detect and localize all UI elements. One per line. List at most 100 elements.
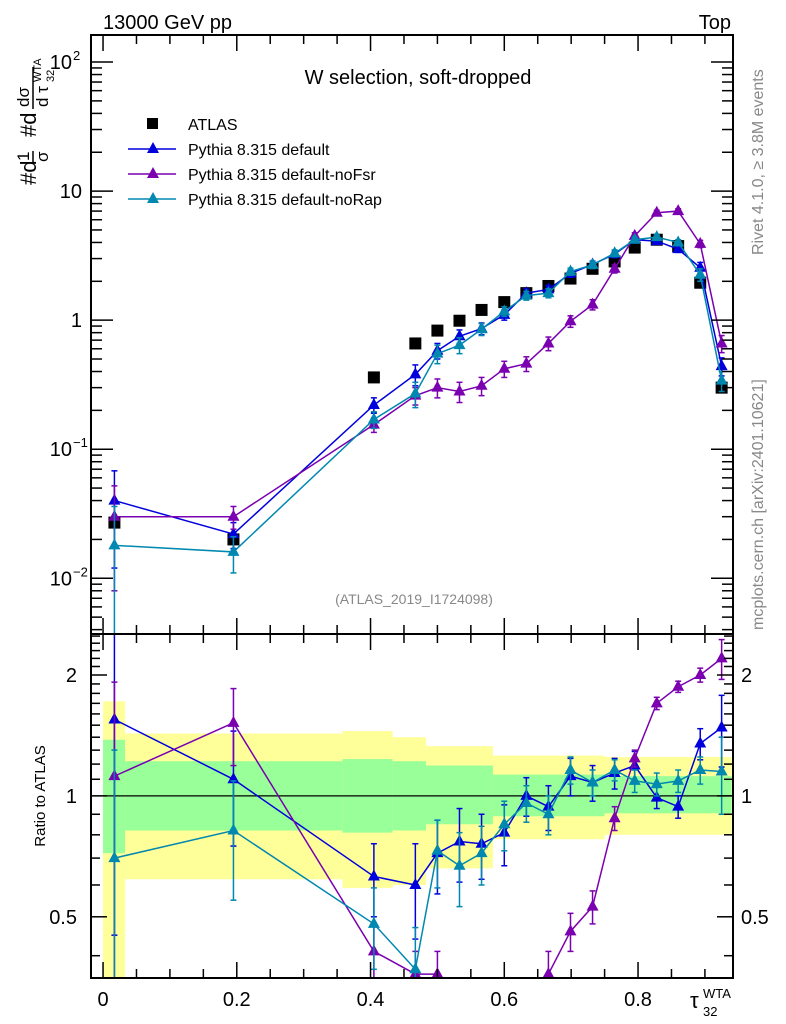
pythia-8-315-default-norap-data-point <box>498 304 511 316</box>
main-y-tick-label: 10 <box>60 181 82 203</box>
ratio-y-tick-label-right: 0.5 <box>741 907 769 929</box>
header-process: Top <box>699 12 731 34</box>
pythia-8-315-default-ratio-point <box>409 877 422 889</box>
pythia-8-315-default-nofsr-ratio-point <box>650 696 663 708</box>
xlabel-symbol: τ <box>690 988 699 1013</box>
x-tick-label: 0.4 <box>357 989 385 1011</box>
legend-marker-square <box>147 118 158 129</box>
legend-entry-label: Pythia 8.315 default <box>188 142 330 159</box>
pythia-8-315-default-norap-data-point <box>409 386 422 398</box>
main-y-tick-label: 10 <box>50 439 72 461</box>
pythia-8-315-default-norap-ratio-point <box>715 764 728 776</box>
pythia-8-315-default-norap-data-point <box>227 544 240 556</box>
xlabel-subscript: 32 <box>703 1004 717 1019</box>
pythia-8-315-default-norap-data-point <box>520 288 533 300</box>
ylabel-part-f: d τ <box>33 86 52 107</box>
pythia-8-315-default-nofsr-data-point <box>586 297 599 309</box>
atlas-data-point <box>367 371 380 384</box>
pythia-8-315-default-nofsr-data-point <box>694 236 707 248</box>
pythia-8-315-default-norap-data-point <box>542 286 555 298</box>
pythia-8-315-default-norap-data-point <box>475 322 488 334</box>
plot-title: W selection, soft-dropped <box>305 67 532 89</box>
main-y-tick-label: 10 <box>50 568 72 590</box>
pythia-8-315-default-norap-data-point <box>672 235 685 247</box>
ylabel-part-d: #d <box>16 113 41 137</box>
pythia-8-315-default-nofsr-data-point <box>650 205 663 217</box>
pythia-8-315-default-norap-ratio-point <box>650 777 663 789</box>
pythia-8-315-default-nofsr-data-point <box>564 314 577 326</box>
pythia-8-315-default-norap-data-point <box>367 412 380 424</box>
pythia-8-315-default-nofsr-data-point <box>715 336 728 348</box>
pythia-8-315-default-nofsr-ratio-point <box>672 679 685 691</box>
pythia-8-315-default-nofsr-line <box>114 210 723 518</box>
ylabel-part-a: #d <box>16 161 41 185</box>
atlas-data-point <box>498 296 511 309</box>
pythia-8-315-default-nofsr-data-point <box>431 380 444 392</box>
atlas-data-point <box>628 241 641 254</box>
pythia-8-315-default-norap-ratio-point <box>227 823 240 835</box>
atlas-data-point <box>431 324 444 337</box>
pythia-8-315-default-norap-ratio-point <box>628 773 641 785</box>
pythia-8-315-default-nofsr-data-point <box>453 384 466 396</box>
pythia-8-315-default-norap-data-point <box>564 264 577 276</box>
pythia-8-315-default-nofsr-ratio-line <box>114 657 723 978</box>
ratio-y-tick-label-right: 2 <box>741 665 752 687</box>
pythia-8-315-default-norap-data-point <box>715 373 728 385</box>
pythia-8-315-default-norap-data-point <box>453 338 466 350</box>
pythia-8-315-default-data-point <box>367 398 380 410</box>
pythia-8-315-default-data-point <box>227 527 240 539</box>
legend-entry-label: ATLAS <box>188 117 238 134</box>
pythia-8-315-default-nofsr-data-point <box>672 204 685 216</box>
main-plot-area <box>108 204 728 635</box>
pythia-8-315-default-norap-ratio-line <box>114 768 722 971</box>
ratio-frame-border <box>90 633 734 979</box>
pythia-8-315-default-norap-data-point <box>608 246 621 258</box>
pythia-8-315-default-data-point <box>672 242 685 254</box>
pythia-8-315-default-ratio-point <box>694 736 707 748</box>
pythia-8-315-default-nofsr-data-point <box>498 361 511 373</box>
legend-entry-label: Pythia 8.315 default-noFsr <box>188 167 376 184</box>
pythia-8-315-default-nofsr-ratio-point <box>542 967 555 978</box>
pythia-8-315-default-norap-ratio-point <box>608 763 621 775</box>
ylabel-part-g: WTA <box>32 58 44 82</box>
pythia-8-315-default-norap-ratio-point <box>694 763 707 775</box>
x-tick-label: 0.2 <box>223 989 251 1011</box>
ratio-y-tick-label-left: 1 <box>66 786 77 808</box>
pythia-8-315-default-nofsr-ratio-point <box>628 751 641 763</box>
pythia-8-315-default-norap-ratio-point <box>108 851 121 863</box>
pythia-8-315-default-data-point <box>409 367 422 379</box>
main-y-tick-exponent: 2 <box>73 48 80 63</box>
pythia-8-315-default-ratio-point <box>367 869 380 881</box>
ylabel-part-h: 32 <box>45 70 57 82</box>
pythia-8-315-default-ratio-point <box>715 720 728 732</box>
pythia-8-315-default-norap-ratio-point <box>367 916 380 928</box>
pythia-8-315-default-norap-ratio-point <box>475 846 488 858</box>
pythia-8-315-default-norap-ratio-point <box>672 773 685 785</box>
pythia-8-315-default-nofsr-ratio-point <box>715 651 728 663</box>
ratio-y-tick-label-left: 0.5 <box>49 907 77 929</box>
pythia-8-315-default-norap-ratio-point <box>542 807 555 819</box>
main-y-tick-exponent: −1 <box>73 435 88 450</box>
pythia-8-315-default-norap-ratio-point <box>409 962 422 974</box>
ratio-y-axis-label: Ratio to ATLAS <box>32 745 49 846</box>
x-axis-label: τ WTA 32 <box>690 986 731 1019</box>
analysis-watermark: (ATLAS_2019_I1724098) <box>335 591 493 607</box>
pythia-8-315-default-norap-ratio-point <box>453 858 466 870</box>
x-tick-label: 0.8 <box>624 989 652 1011</box>
rivet-label: Rivet 4.1.0, ≥ 3.8M events <box>750 69 767 255</box>
pythia-8-315-default-nofsr-ratio-point <box>564 924 577 936</box>
pythia-8-315-default-norap-ratio-point <box>586 775 599 787</box>
pythia-8-315-default-nofsr-ratio-point <box>586 899 599 911</box>
pythia-8-315-default-norap-data-point <box>108 538 121 550</box>
atlas-data-point <box>475 303 488 316</box>
pythia-8-315-default-nofsr-data-point <box>475 378 488 390</box>
pythia-8-315-default-norap-data-point <box>650 230 663 242</box>
main-y-axis-label: #d 1 σ #d dσ d τ WTA 32 <box>14 58 57 185</box>
atlas-data-point <box>409 337 422 350</box>
mcplots-label: mcplots.cern.ch [arXiv:2401.10621] <box>750 379 767 630</box>
header-energy: 13000 GeV pp <box>103 12 232 34</box>
pythia-8-315-default-nofsr-ratio-point <box>694 667 707 679</box>
legend-marker-triangle <box>147 142 159 153</box>
